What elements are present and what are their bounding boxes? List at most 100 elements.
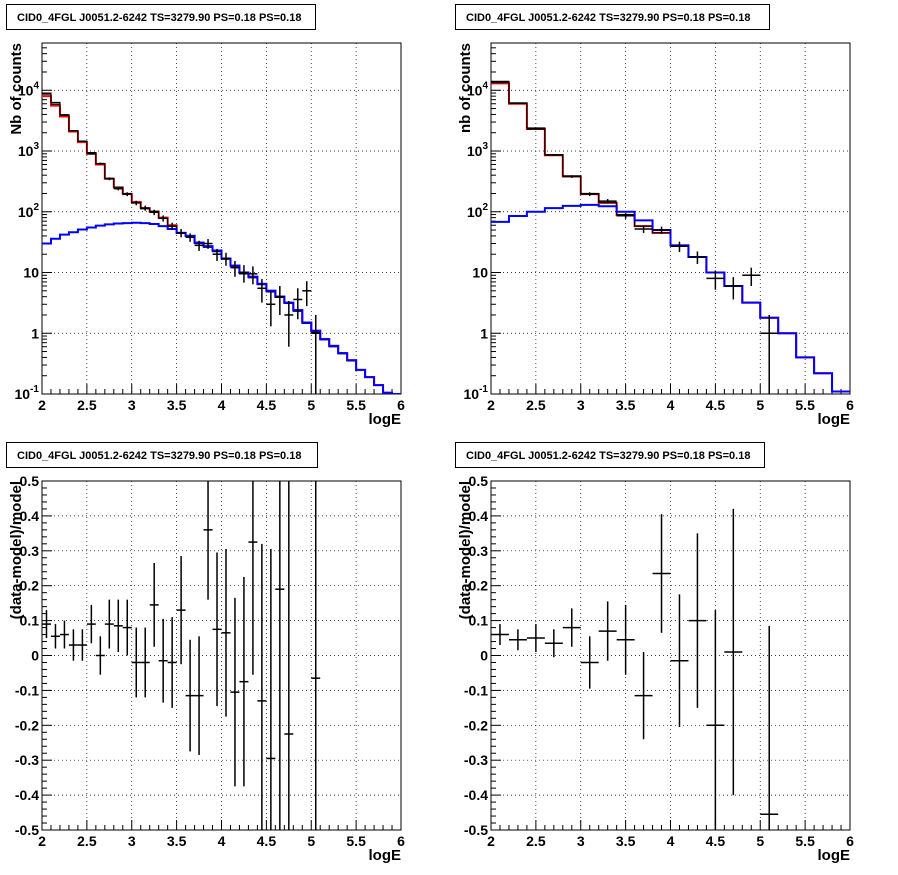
x-axis-label: logE	[818, 847, 851, 864]
x-tick-label: 5.5	[346, 397, 366, 413]
data-point	[140, 205, 150, 211]
y-tick-label: 0	[31, 648, 39, 664]
data-point	[526, 128, 545, 130]
y-tick-label: 103	[18, 141, 40, 159]
y-axis-label: nb of counts	[457, 43, 474, 133]
data-point	[176, 229, 186, 238]
data-point	[616, 604, 635, 675]
y-tick-label: -0.5	[464, 822, 488, 838]
y-tick-label: -0.3	[15, 752, 39, 768]
data-point	[239, 576, 249, 787]
y-tick-label: -0.4	[15, 787, 39, 803]
data-point	[167, 222, 177, 231]
data-point	[149, 209, 159, 216]
data-point	[248, 481, 258, 675]
data-point	[284, 481, 294, 830]
x-tick-label: 5.5	[795, 833, 815, 849]
data-point	[221, 549, 231, 717]
data-point	[706, 270, 725, 290]
data-point	[302, 281, 312, 307]
x-tick-label: 6	[846, 397, 854, 413]
x-tick-label: 5	[756, 397, 764, 413]
histogram-series-2	[42, 221, 401, 394]
data-point	[311, 314, 321, 394]
data-point	[670, 594, 689, 728]
data-point	[508, 629, 527, 651]
grid-lines	[491, 481, 850, 830]
grid-lines	[42, 43, 401, 394]
data-point	[59, 114, 69, 116]
x-axis-label: logE	[818, 411, 851, 428]
data-point	[194, 240, 204, 251]
y-tick-label: 0.4	[20, 508, 40, 524]
tick-labels: 2 2.5 3 3.5 4 4.5 5 5.5 6 -0.5 -0.4 -0.3 -0.2 -0.1 0 0.…	[15, 473, 405, 849]
y-tick-label: -0.1	[15, 682, 39, 698]
data-point	[580, 636, 599, 689]
x-tick-label: 4.5	[257, 833, 277, 849]
data-point	[598, 199, 617, 204]
x-tick-label: 4	[218, 397, 226, 413]
x-tick-label: 5.5	[795, 397, 815, 413]
x-axis-label: logE	[369, 847, 402, 864]
data-point	[634, 652, 653, 740]
axis-ticks	[41, 480, 402, 831]
data-point	[194, 636, 204, 755]
x-tick-label: 3.5	[616, 397, 636, 413]
y-tick-label: -0.2	[464, 717, 488, 733]
x-tick-label: 4	[667, 833, 675, 849]
data-point	[167, 617, 177, 708]
data-point	[149, 563, 159, 647]
counts-chart-right: 2 2.5 3 3.5 4 4.5 5 5.5 610-1110102103104logEnb …	[457, 42, 854, 428]
chart-title: CID0_4FGL J0051.2-6242 TS=3279.90 PS=0.1…	[455, 442, 765, 468]
data-point	[544, 154, 563, 156]
chart-title: CID0_4FGL J0051.2-6242 TS=3279.90 PS=0.1…	[6, 442, 318, 468]
axis-ticks	[41, 42, 402, 395]
chart-title: CID0_4FGL J0051.2-6242 TS=3279.90 PS=0.1…	[6, 4, 316, 30]
data-point	[634, 225, 653, 233]
data-point	[580, 192, 599, 197]
counts-chart-left: 2 2.5 3 3.5 4 4.5 5 5.5 610-1110102103104logENb …	[8, 42, 405, 428]
data-point	[293, 288, 303, 320]
data-point	[59, 620, 69, 649]
y-tick-label: 0.4	[469, 508, 489, 524]
data-point	[284, 300, 294, 347]
data-point	[122, 192, 132, 197]
data-point	[508, 102, 527, 105]
y-tick-label: 0.5	[469, 473, 489, 489]
y-tick-label: 1	[31, 325, 39, 341]
y-tick-label: 102	[18, 202, 40, 220]
y-tick-label: 0.1	[469, 613, 489, 629]
data-point	[257, 279, 267, 303]
panel-residual-right: 2 2.5 3 3.5 4 4.5 5 5.5 6 -0.5 -0.4 -0.3 -0.2 -0.1 0 0.…	[449, 438, 898, 875]
data-point	[275, 285, 285, 315]
data-point	[688, 251, 707, 265]
y-tick-label: 0.1	[20, 613, 40, 629]
data-point	[86, 604, 96, 644]
x-tick-label: 6	[397, 397, 405, 413]
histogram-series-0	[42, 95, 401, 394]
data-point	[140, 627, 150, 698]
data-point	[77, 629, 87, 661]
x-tick-label: 3	[577, 833, 585, 849]
histogram-series-2	[491, 203, 850, 393]
data-point	[131, 200, 141, 206]
y-tick-label: -0.3	[464, 752, 488, 768]
data-point	[491, 624, 509, 646]
y-tick-label: 10	[472, 265, 488, 281]
data-point	[68, 130, 78, 132]
y-tick-label: 0.3	[20, 543, 40, 559]
tick-labels: 2 2.5 3 3.5 4 4.5 5 5.5 6 -0.5 -0.4 -0.3 -0.2 -0.1 0 0.…	[464, 473, 854, 849]
x-tick-label: 3	[128, 833, 136, 849]
data-point	[185, 233, 195, 242]
y-tick-label: 0.2	[20, 578, 40, 594]
panel-residual-left: 2 2.5 3 3.5 4 4.5 5 5.5 6 -0.5 -0.4 -0.3 -0.2 -0.1 0 0.…	[0, 438, 449, 875]
data-point	[526, 624, 545, 653]
y-tick-label: 0	[480, 648, 488, 664]
data-point	[248, 266, 258, 285]
x-tick-label: 3	[577, 397, 585, 413]
data-point	[104, 177, 114, 181]
x-tick-label: 2.5	[526, 397, 546, 413]
x-tick-label: 3	[128, 397, 136, 413]
x-tick-label: 2.5	[77, 397, 97, 413]
data-point	[86, 152, 96, 155]
